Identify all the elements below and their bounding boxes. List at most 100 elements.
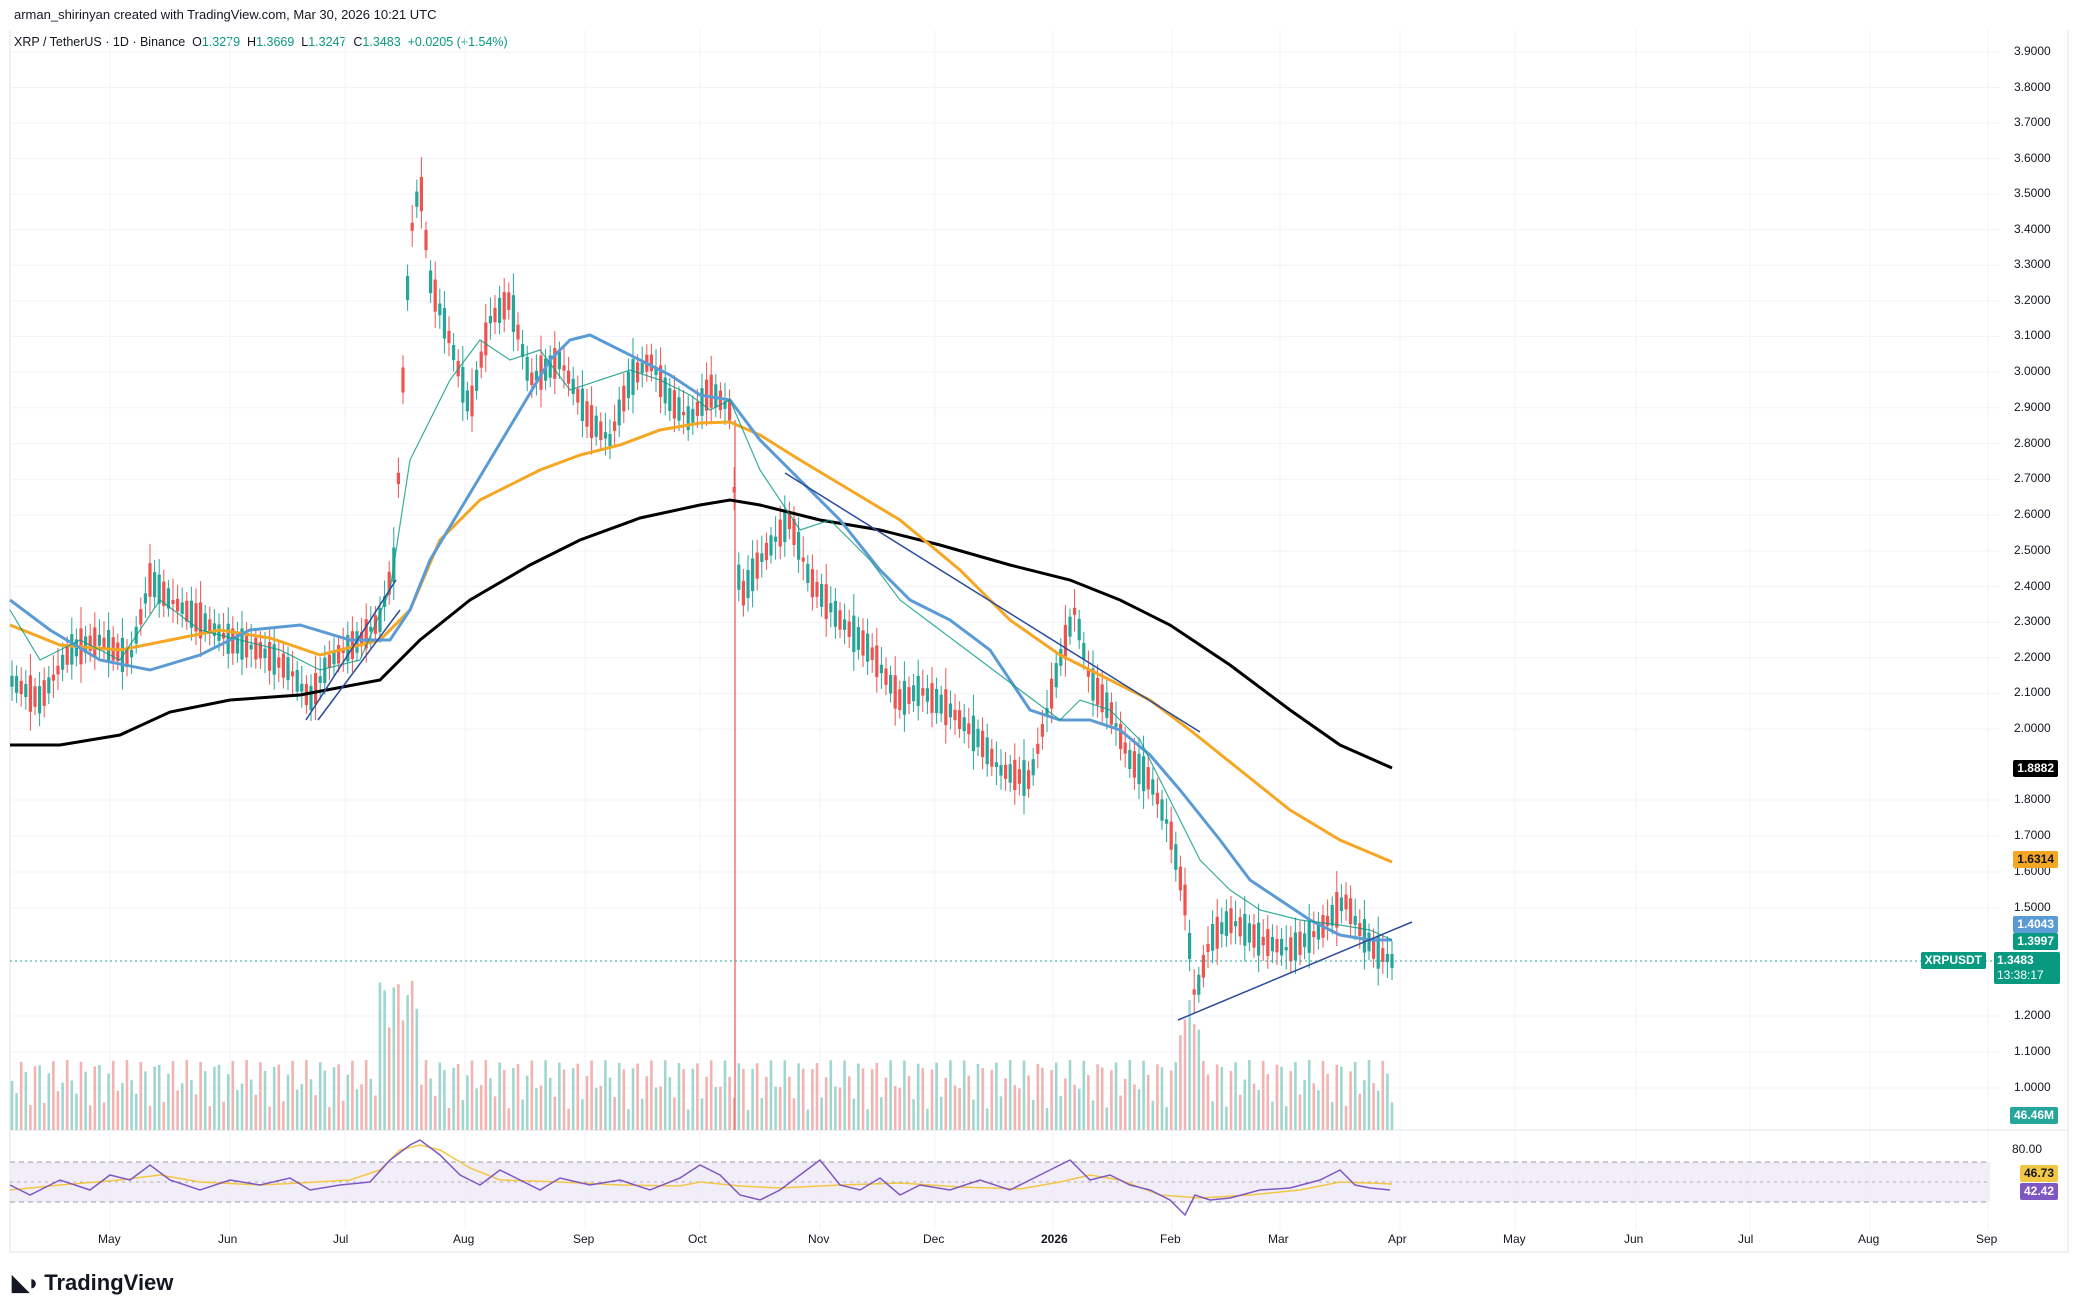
candle-body xyxy=(378,607,382,633)
volume-bar xyxy=(829,1060,833,1130)
candle-body xyxy=(737,564,741,590)
candle-body xyxy=(534,370,538,381)
candle-body xyxy=(764,542,768,561)
candle-body xyxy=(1119,723,1123,750)
volume-bar xyxy=(548,1077,552,1130)
trendline-descending[interactable] xyxy=(784,472,1201,733)
price-tick-label: 2.3000 xyxy=(2014,614,2051,629)
price-tick-label: 1.5000 xyxy=(2014,900,2051,914)
candle-body xyxy=(1059,648,1063,666)
volume-bar xyxy=(190,1079,193,1130)
candle-body xyxy=(746,569,750,599)
trendline-jun-upper[interactable] xyxy=(305,579,397,721)
candle-body xyxy=(189,600,193,628)
volume-bar xyxy=(847,1076,851,1130)
candle-body xyxy=(360,632,364,645)
candle-body xyxy=(516,324,520,340)
candle-body xyxy=(810,569,814,598)
candle-body xyxy=(1036,743,1040,754)
time-tick-label: 2026 xyxy=(1041,1232,1068,1246)
volume-bar xyxy=(778,1086,782,1130)
symbol-legend[interactable]: XRP / TetherUS · 1D · Binance O1.3279 H1… xyxy=(14,35,508,49)
volume-bar xyxy=(1077,1088,1081,1130)
candle-body xyxy=(548,355,552,378)
volume-bar xyxy=(213,1066,216,1130)
candle-body xyxy=(1261,936,1265,946)
time-tick-label: May xyxy=(98,1232,121,1246)
volume-bar xyxy=(972,1099,975,1130)
volume-bar xyxy=(456,1064,460,1130)
volume-bar xyxy=(157,1064,161,1130)
volume-bar xyxy=(208,1106,212,1130)
candle-body xyxy=(1275,938,1279,953)
candlesticks[interactable] xyxy=(10,157,1394,1130)
volume-bar xyxy=(663,1060,667,1130)
trendline-jun-lower[interactable] xyxy=(317,609,401,721)
volume-bar xyxy=(1142,1060,1145,1130)
price-tick-label: 3.0000 xyxy=(2014,364,2051,378)
candle-body xyxy=(921,688,925,696)
volume-bar xyxy=(1192,1024,1196,1130)
volume-bar xyxy=(857,1063,860,1130)
candle-body xyxy=(447,330,451,344)
price-axis[interactable]: 3.9000 3.8000 3.7000 3.6000 3.5000 3.4000 3.30… xyxy=(2010,0,2078,1311)
volume-bar xyxy=(286,1074,290,1130)
volume-bar xyxy=(254,1094,258,1130)
tradingview-logo[interactable]: ◣◗ TradingView xyxy=(12,1270,173,1296)
candle-body xyxy=(314,673,318,705)
volume-bar xyxy=(1087,1075,1090,1130)
candle-body xyxy=(120,637,124,673)
candle-body xyxy=(976,728,980,748)
volume-bar xyxy=(811,1069,814,1130)
time-tick-label: Apr xyxy=(1388,1232,1407,1246)
time-axis[interactable]: May Jun Jul Aug Sep Oct Nov Dec 2026 Feb Mar Apr May… xyxy=(0,1232,2078,1250)
volume-bar xyxy=(806,1109,810,1130)
candle-body xyxy=(1142,756,1146,792)
volume-bar xyxy=(139,1061,143,1130)
volume-bar xyxy=(52,1061,55,1130)
candle-body xyxy=(659,365,663,398)
candle-body xyxy=(1224,911,1228,936)
candle-body xyxy=(1215,916,1219,949)
volume-bar xyxy=(355,1089,359,1130)
candle-body xyxy=(1381,948,1385,962)
volume-bar xyxy=(576,1063,580,1130)
volume-bar xyxy=(889,1060,892,1130)
candle-body xyxy=(948,703,952,718)
candle-body xyxy=(277,657,281,668)
volume-bar xyxy=(447,1107,451,1130)
volume-bar xyxy=(801,1068,805,1130)
volume-bar xyxy=(1008,1060,1012,1130)
volume-bar xyxy=(300,1084,304,1130)
volume-bar xyxy=(1211,1101,1214,1130)
candle-body xyxy=(723,401,727,409)
candle-body xyxy=(1349,898,1353,925)
candle-body xyxy=(1229,908,1233,934)
price-tick-label: 3.3000 xyxy=(2014,257,2051,272)
candle-body xyxy=(576,388,580,403)
volume-bar xyxy=(926,1108,929,1130)
candle-body xyxy=(870,647,874,660)
candle-body xyxy=(1045,707,1049,717)
volume-bar xyxy=(962,1060,966,1130)
symbol-name[interactable]: XRP / TetherUS · 1D · Binance xyxy=(14,35,186,49)
candle-body xyxy=(176,598,180,612)
candle-body xyxy=(286,657,290,681)
candle-body xyxy=(10,675,14,687)
candle-body xyxy=(953,709,957,721)
volume-bar xyxy=(709,1060,713,1130)
candle-body xyxy=(1027,770,1031,789)
candle-body xyxy=(663,377,667,404)
volume-bar xyxy=(466,1075,469,1130)
candle-body xyxy=(944,689,948,726)
volume-bar xyxy=(719,1086,722,1130)
candle-body xyxy=(1192,989,1196,995)
volume-bar xyxy=(1156,1064,1159,1130)
candle-body xyxy=(594,415,598,437)
trendline-ascending-support[interactable] xyxy=(1177,921,1413,1021)
rsi-ma-value-tag: 46.73 xyxy=(2019,1165,2058,1182)
close-value: 1.3483 xyxy=(362,35,401,49)
volume-bar xyxy=(1119,1095,1122,1130)
candle-body xyxy=(442,307,446,339)
